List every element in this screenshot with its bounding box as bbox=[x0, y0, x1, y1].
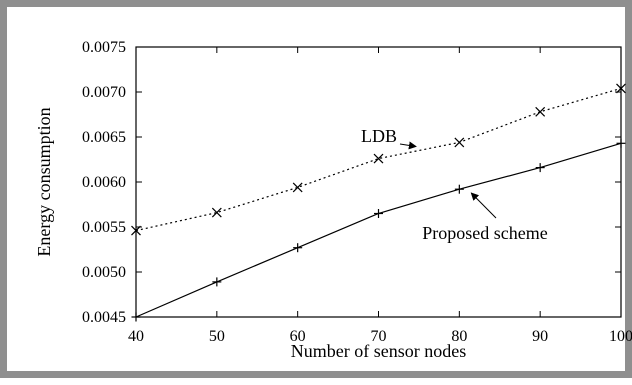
ldb-marker-x-b bbox=[131, 225, 141, 236]
x-axis-title: Number of sensor nodes bbox=[291, 341, 466, 361]
x-tick-label: 80 bbox=[451, 328, 467, 345]
y-tick-label: 0.0060 bbox=[82, 174, 126, 191]
x-tick-label: 100 bbox=[609, 328, 632, 345]
annotation-layer: LDB Proposed scheme bbox=[361, 126, 548, 243]
plot-area bbox=[135, 46, 622, 318]
ldb-marker-x-b bbox=[454, 137, 465, 148]
ldb-marker-x-b bbox=[616, 83, 626, 94]
x-tick-label: 40 bbox=[128, 328, 144, 345]
series-layer bbox=[131, 83, 626, 322]
y-tick-label: 0.0045 bbox=[82, 309, 126, 326]
y-tick-label: 0.0065 bbox=[82, 129, 126, 146]
ldb-marker-x-b bbox=[211, 207, 222, 218]
x-tick-label: 70 bbox=[371, 328, 387, 345]
proposed-scheme-annotation-label: Proposed scheme bbox=[422, 223, 547, 243]
x-tick-label: 60 bbox=[290, 328, 306, 345]
energy-consumption-line-chart: 40 50 60 70 80 90 100 0.0045 0.0050 0.0055 0.0060… bbox=[34, 39, 632, 361]
y-axis-title: Energy consumption bbox=[34, 107, 54, 256]
ldb-annotation-arrow bbox=[399, 141, 417, 150]
ldb-annotation-label: LDB bbox=[361, 126, 397, 146]
ldb-marker-x-b bbox=[373, 153, 384, 164]
x-tick-label: 90 bbox=[532, 328, 548, 345]
y-tick-label: 0.0075 bbox=[82, 39, 126, 56]
ldb-marker-x-b bbox=[535, 106, 546, 117]
ldb-marker-x-b bbox=[292, 182, 303, 193]
y-axis-ticks: 0.0045 0.0050 0.0055 0.0060 0.0065 0.0070 0.00… bbox=[82, 39, 621, 326]
series-proposed-scheme bbox=[131, 138, 626, 322]
y-tick-label: 0.0070 bbox=[82, 84, 126, 101]
plot-border bbox=[135, 46, 622, 318]
x-tick-label: 50 bbox=[209, 328, 225, 345]
series-ldb bbox=[131, 83, 626, 236]
proposed-scheme-annotation-arrow bbox=[470, 192, 497, 219]
y-tick-label: 0.0050 bbox=[82, 264, 126, 281]
proposed-scheme-line bbox=[135, 142, 622, 318]
x-axis-ticks: 40 50 60 70 80 90 100 bbox=[128, 47, 632, 345]
y-tick-label: 0.0055 bbox=[82, 219, 126, 236]
